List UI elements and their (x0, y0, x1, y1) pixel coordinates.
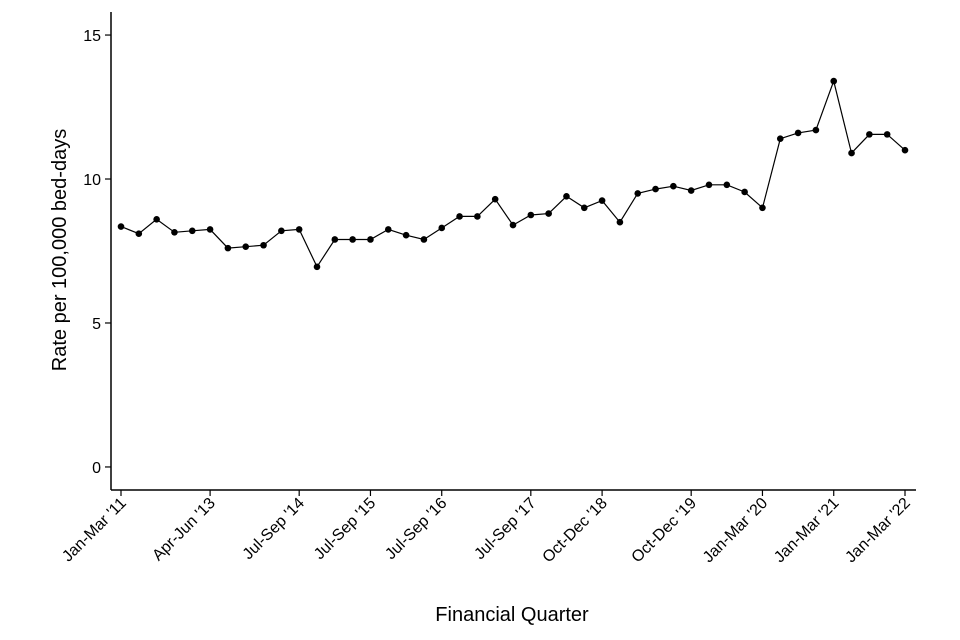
data-point (776, 135, 784, 142)
data-point (242, 243, 250, 250)
x-axis-title: Financial Quarter (435, 604, 589, 626)
data-point (883, 131, 891, 138)
data-point (901, 146, 909, 154)
y-ticks: 0 5 10 15 (83, 28, 111, 477)
data-point (794, 129, 802, 137)
data-point (634, 190, 642, 197)
y-tick-label: 15 (83, 28, 101, 45)
x-tick-label: Apr-Jun '13 (149, 495, 219, 565)
x-tick-label: Oct-Dec '19 (629, 495, 700, 566)
data-point (384, 226, 392, 233)
y-tick-label: 10 (83, 172, 101, 189)
data-point (331, 236, 339, 243)
x-axis: Jan-Mar '11 Apr-Jun '13 Jul-Sep '14 Jul-Sep… (59, 489, 916, 566)
data-point (670, 182, 677, 190)
data-point (598, 197, 606, 204)
x-tick-label: Jan-Mar '20 (700, 495, 771, 566)
data-point (509, 221, 517, 229)
data-point (313, 263, 321, 271)
data-point (527, 211, 535, 219)
series-layer (117, 77, 909, 271)
series-line (120, 79, 906, 269)
data-point (224, 244, 232, 252)
data-point (866, 131, 873, 138)
x-tick-label: Jan-Mar '22 (842, 495, 913, 566)
x-tick-label: Jan-Mar '21 (771, 495, 842, 566)
data-point (812, 126, 820, 134)
data-point (616, 218, 624, 226)
data-point (153, 216, 160, 223)
data-point (171, 228, 178, 236)
data-point (188, 227, 196, 235)
y-axis: 0 5 10 15 (83, 12, 112, 490)
data-point (545, 210, 552, 217)
data-point (580, 204, 588, 212)
data-point (295, 226, 303, 233)
x-tick-label: Oct-Dec '18 (540, 495, 611, 566)
data-point (687, 187, 695, 194)
data-point (563, 192, 570, 200)
data-point (135, 230, 143, 238)
data-point (474, 213, 481, 220)
x-tick-label: Jul-Sep '15 (311, 495, 379, 563)
data-point (420, 236, 428, 243)
data-point (741, 188, 748, 196)
data-point (206, 226, 214, 233)
x-tick-label: Jul-Sep '16 (382, 495, 450, 563)
plot-area (117, 77, 909, 271)
data-point (705, 181, 713, 189)
data-point (117, 223, 125, 230)
y-tick-label: 5 (92, 316, 101, 333)
data-point (402, 231, 410, 239)
x-tick-label: Jul-Sep '14 (240, 495, 308, 563)
data-point (759, 204, 766, 212)
data-point (260, 241, 267, 249)
y-tick-label: 0 (92, 460, 101, 477)
data-point (491, 195, 499, 203)
data-point (438, 224, 446, 232)
data-point (652, 185, 659, 193)
y-axis-title: Rate per 100,000 bed-days (49, 129, 71, 371)
x-tick-label: Jan-Mar '11 (59, 495, 130, 566)
data-point (278, 227, 285, 235)
data-point (830, 77, 838, 85)
data-point (456, 213, 463, 220)
data-point (723, 181, 731, 189)
data-point (349, 236, 356, 243)
data-point (367, 236, 374, 243)
data-point (848, 149, 855, 157)
x-ticks: Jan-Mar '11 Apr-Jun '13 Jul-Sep '14 Jul-Sep… (59, 490, 914, 566)
x-tick-label: Jul-Sep '17 (471, 495, 539, 563)
